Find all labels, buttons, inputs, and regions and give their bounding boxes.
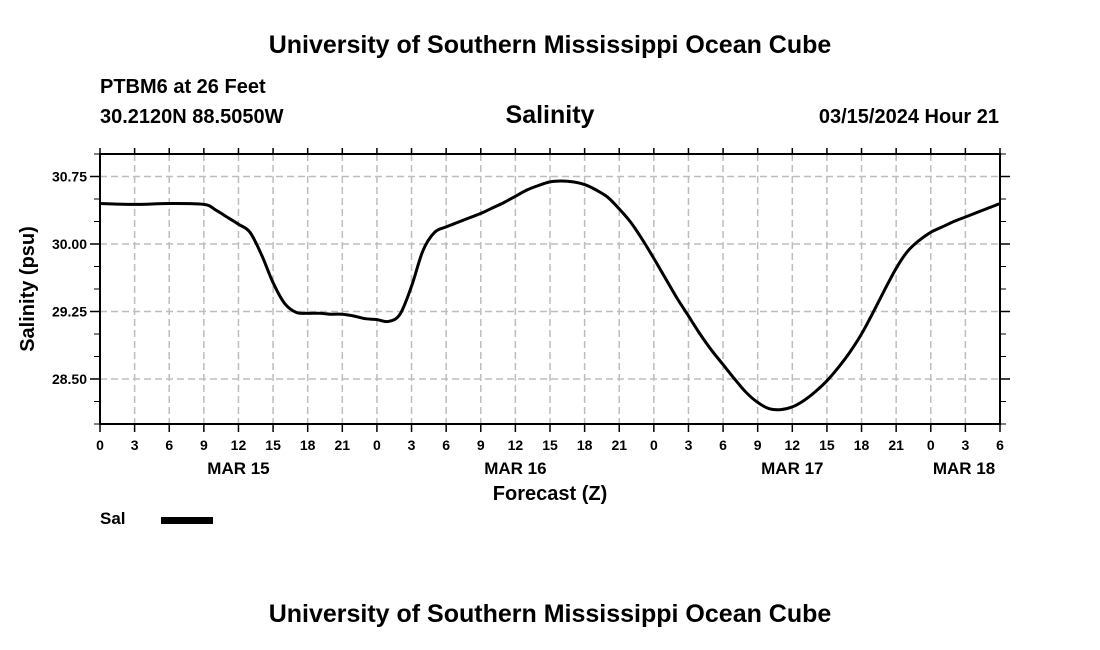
- x-tick-label: 12: [508, 437, 524, 453]
- axis-ticks: [90, 148, 1010, 432]
- date-label: MAR 17: [761, 459, 823, 478]
- x-tick-label: 12: [785, 437, 801, 453]
- y-tick-label: 28.50: [52, 371, 87, 387]
- x-tick-label: 12: [231, 437, 247, 453]
- y-tick-label: 30.00: [52, 236, 87, 252]
- plot-frame: [99, 153, 1001, 425]
- date-label: MAR 18: [933, 459, 995, 478]
- forecast-datetime: 03/15/2024 Hour 21: [818, 106, 999, 128]
- x-tick-label: 21: [888, 437, 904, 453]
- legend-line-swatch: [161, 517, 213, 524]
- x-tick-label: 21: [335, 437, 351, 453]
- x-tick-label: 15: [819, 437, 835, 453]
- grid-lines: [100, 154, 1000, 424]
- axis-labels: 0 3 6 9 12 15 18 21 0 3 6 9 12 15 18 21 0 3 6 9 12 15 18 21 0 3 6 2…: [17, 169, 1004, 506]
- y-axis-title: Salinity (psu): [17, 226, 39, 352]
- x-axis-title: Forecast (Z): [493, 483, 607, 505]
- date-label: MAR 15: [207, 459, 269, 478]
- x-tick-label: 6: [719, 437, 727, 453]
- x-tick-label: 3: [408, 437, 416, 453]
- x-tick-label: 9: [477, 437, 485, 453]
- x-tick-label: 18: [577, 437, 593, 453]
- x-tick-label: 15: [265, 437, 281, 453]
- legend-label: Sal: [100, 509, 126, 528]
- x-tick-label: 0: [927, 437, 935, 453]
- x-tick-label: 3: [131, 437, 139, 453]
- y-tick-label: 30.75: [52, 169, 87, 185]
- x-tick-label: 18: [854, 437, 870, 453]
- x-tick-label: 9: [754, 437, 762, 453]
- y-tick-label: 29.25: [52, 304, 87, 320]
- x-tick-label: 0: [650, 437, 658, 453]
- x-tick-label: 6: [165, 437, 173, 453]
- variable-title: Salinity: [505, 101, 595, 129]
- x-tick-label: 3: [961, 437, 969, 453]
- station-coordinates: 30.2120N 88.5050W: [100, 106, 284, 128]
- legend: Sal: [100, 509, 213, 529]
- x-tick-label: 9: [200, 437, 208, 453]
- x-tick-label: 18: [300, 437, 316, 453]
- x-tick-label: 6: [442, 437, 450, 453]
- x-tick-label: 0: [96, 437, 104, 453]
- series-layer: [99, 179, 1001, 412]
- date-label: MAR 16: [484, 459, 546, 478]
- x-tick-label: 3: [685, 437, 693, 453]
- x-tick-label: 15: [542, 437, 558, 453]
- x-tick-label: 21: [611, 437, 627, 453]
- x-tick-label: 0: [373, 437, 381, 453]
- series-line-sal: [99, 179, 1001, 412]
- station-label: PTBM6 at 26 Feet: [100, 76, 266, 98]
- footer-title: University of Southern Mississippi Ocean…: [268, 600, 832, 628]
- x-tick-label: 6: [996, 437, 1004, 453]
- chart-main-title: University of Southern Mississippi Ocean…: [268, 31, 832, 59]
